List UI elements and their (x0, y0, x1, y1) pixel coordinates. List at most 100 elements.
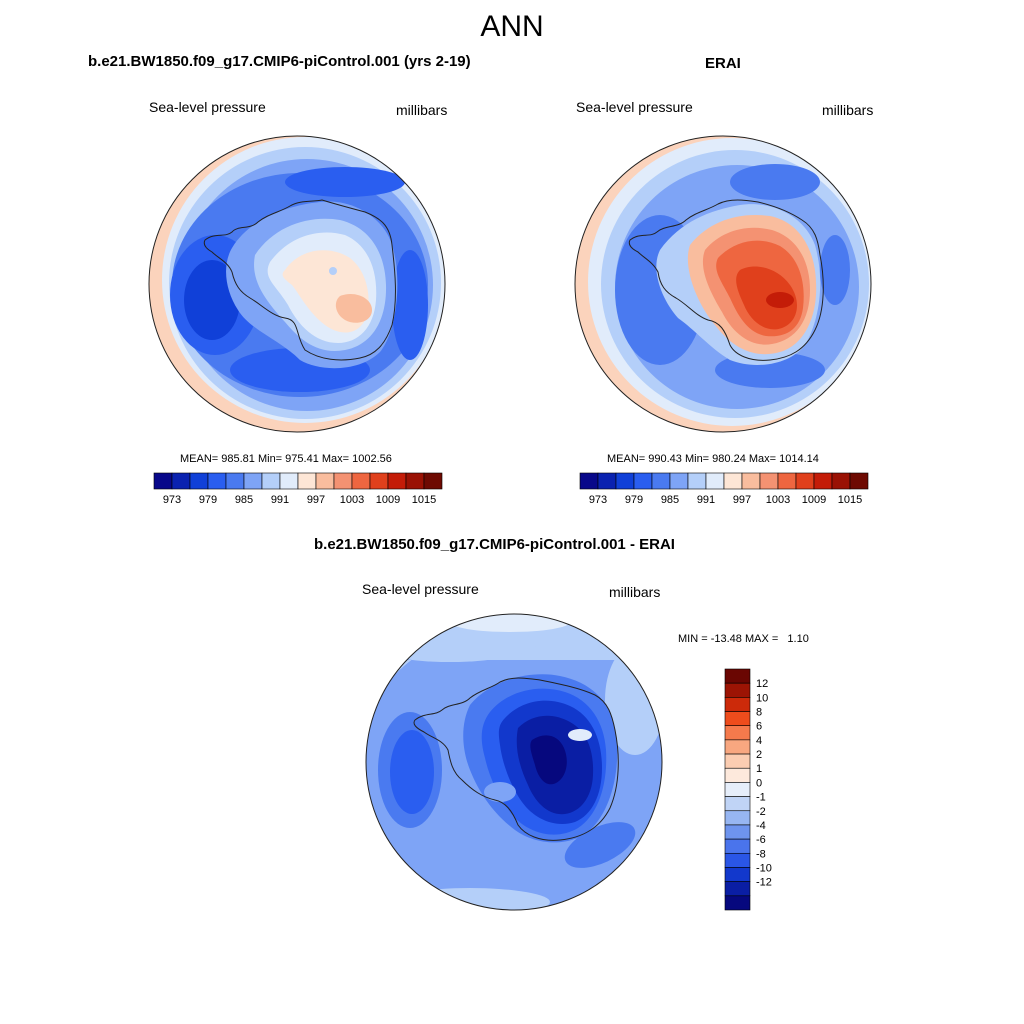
diff-colorbar-box (724, 881, 751, 897)
model-colorbar-box (189, 472, 209, 490)
obs-colorbar-label: 973 (589, 494, 607, 506)
obs-colorbar: 973 979 985 991 997 1003 1009 1015 (579, 472, 869, 506)
obs-colorbar-box (597, 472, 617, 490)
diff-colorbar-box (724, 668, 751, 684)
diff-colorbar-label: 10 (756, 692, 768, 704)
model-stats: MEAN= 985.81 Min= 975.41 Max= 1002.56 (180, 453, 392, 465)
diff-colorbar-label: -1 (756, 792, 766, 804)
model-colorbar-box (351, 472, 371, 490)
model-colorbar-label: 1009 (376, 494, 400, 506)
obs-colorbar-label: 997 (733, 494, 751, 506)
model-colorbar-box (171, 472, 191, 490)
diff-colorbar-label: -12 (756, 877, 772, 889)
diff-variable-label: Sea-level pressure (362, 581, 479, 597)
model-colorbar-box (261, 472, 281, 490)
diff-colorbar-box (724, 682, 751, 698)
model-colorbar-label: 997 (307, 494, 325, 506)
obs-colorbar-box (777, 472, 797, 490)
obs-colorbar-box (579, 472, 599, 490)
model-colorbar-box (279, 472, 299, 490)
diff-colorbar-box (724, 852, 751, 868)
model-colorbar-box (333, 472, 353, 490)
diff-colorbar-label: 4 (756, 735, 762, 747)
model-slp-map (148, 135, 446, 433)
obs-colorbar-label: 985 (661, 494, 679, 506)
diff-slp-map (365, 613, 663, 911)
diff-colorbar-box (724, 810, 751, 826)
model-colorbar-box (369, 472, 389, 490)
obs-colorbar-box (669, 472, 689, 490)
diff-colorbar-box (724, 739, 751, 755)
obs-colorbar-box (759, 472, 779, 490)
model-colorbar-label: 1015 (412, 494, 436, 506)
diff-colorbar-label: -6 (756, 834, 766, 846)
diff-colorbar-label: -4 (756, 820, 766, 832)
diff-colorbar-box (724, 697, 751, 712)
model-colorbar: 973 979 985 991 997 1003 1009 1015 (153, 472, 443, 506)
diff-stats: MIN = -13.48 MAX = 1.10 (678, 633, 809, 645)
diff-colorbar-label: -2 (756, 806, 766, 818)
obs-colorbar-label: 979 (625, 494, 643, 506)
obs-colorbar-label: 1003 (766, 494, 790, 506)
diff-colorbar-box (724, 824, 751, 840)
model-colorbar-label: 991 (271, 494, 289, 506)
diff-units-label: millibars (609, 584, 661, 600)
model-colorbar-box (153, 472, 173, 490)
obs-colorbar-box (615, 472, 635, 490)
diff-colorbar-label: 8 (756, 707, 762, 719)
diff-colorbar-box (724, 895, 751, 911)
obs-stats: MEAN= 990.43 Min= 980.24 Max= 1014.14 (607, 453, 819, 465)
diff-colorbar-box (724, 796, 751, 812)
obs-variable-label: Sea-level pressure (576, 99, 693, 115)
model-colorbar-label: 985 (235, 494, 253, 506)
obs-colorbar-box (813, 472, 833, 490)
obs-panel-title: ERAI (705, 55, 741, 72)
model-colorbar-label: 979 (199, 494, 217, 506)
obs-colorbar-box (723, 472, 743, 490)
obs-colorbar-box (705, 472, 725, 490)
model-colorbar-label: 973 (163, 494, 181, 506)
diff-colorbar-box (724, 838, 751, 854)
model-colorbar-box (387, 472, 407, 490)
diff-colorbar-label: -10 (756, 862, 772, 874)
model-colorbar-box (225, 472, 245, 490)
figure-title: ANN (480, 10, 544, 43)
obs-colorbar-box (795, 472, 815, 490)
diff-colorbar-box (724, 753, 751, 769)
obs-colorbar-box (831, 472, 851, 490)
diff-colorbar-label: -8 (756, 848, 766, 860)
diff-colorbar-box (724, 867, 751, 882)
model-units-label: millibars (396, 102, 448, 118)
obs-colorbar-box (849, 472, 869, 490)
model-colorbar-label: 1003 (340, 494, 364, 506)
diff-colorbar-box (724, 782, 751, 797)
model-colorbar-box (405, 472, 425, 490)
diff-colorbar-box (724, 711, 751, 727)
obs-colorbar-label: 1015 (838, 494, 862, 506)
model-variable-label: Sea-level pressure (149, 99, 266, 115)
obs-slp-map (574, 135, 872, 433)
diff-colorbar-label: 0 (756, 777, 762, 789)
obs-colorbar-label: 991 (697, 494, 715, 506)
model-panel-title: b.e21.BW1850.f09_g17.CMIP6-piControl.001… (88, 53, 471, 70)
diff-colorbar-label: 6 (756, 721, 762, 733)
diff-colorbar-label: 12 (756, 678, 768, 690)
model-colorbar-box (243, 472, 263, 490)
obs-colorbar-label: 1009 (802, 494, 826, 506)
diff-colorbar-box (724, 725, 751, 741)
model-colorbar-box (207, 472, 227, 490)
obs-colorbar-box (741, 472, 761, 490)
obs-colorbar-box (687, 472, 707, 490)
diff-panel-title: b.e21.BW1850.f09_g17.CMIP6-piControl.001… (314, 536, 675, 553)
model-colorbar-box (423, 472, 443, 490)
model-colorbar-box (315, 472, 335, 490)
obs-units-label: millibars (822, 102, 874, 118)
obs-colorbar-box (633, 472, 653, 490)
diff-colorbar-label: 2 (756, 749, 762, 761)
obs-colorbar-box (651, 472, 671, 490)
diff-colorbar-box (724, 767, 751, 783)
diff-colorbar-label: 1 (756, 763, 762, 775)
model-colorbar-box (297, 472, 317, 490)
